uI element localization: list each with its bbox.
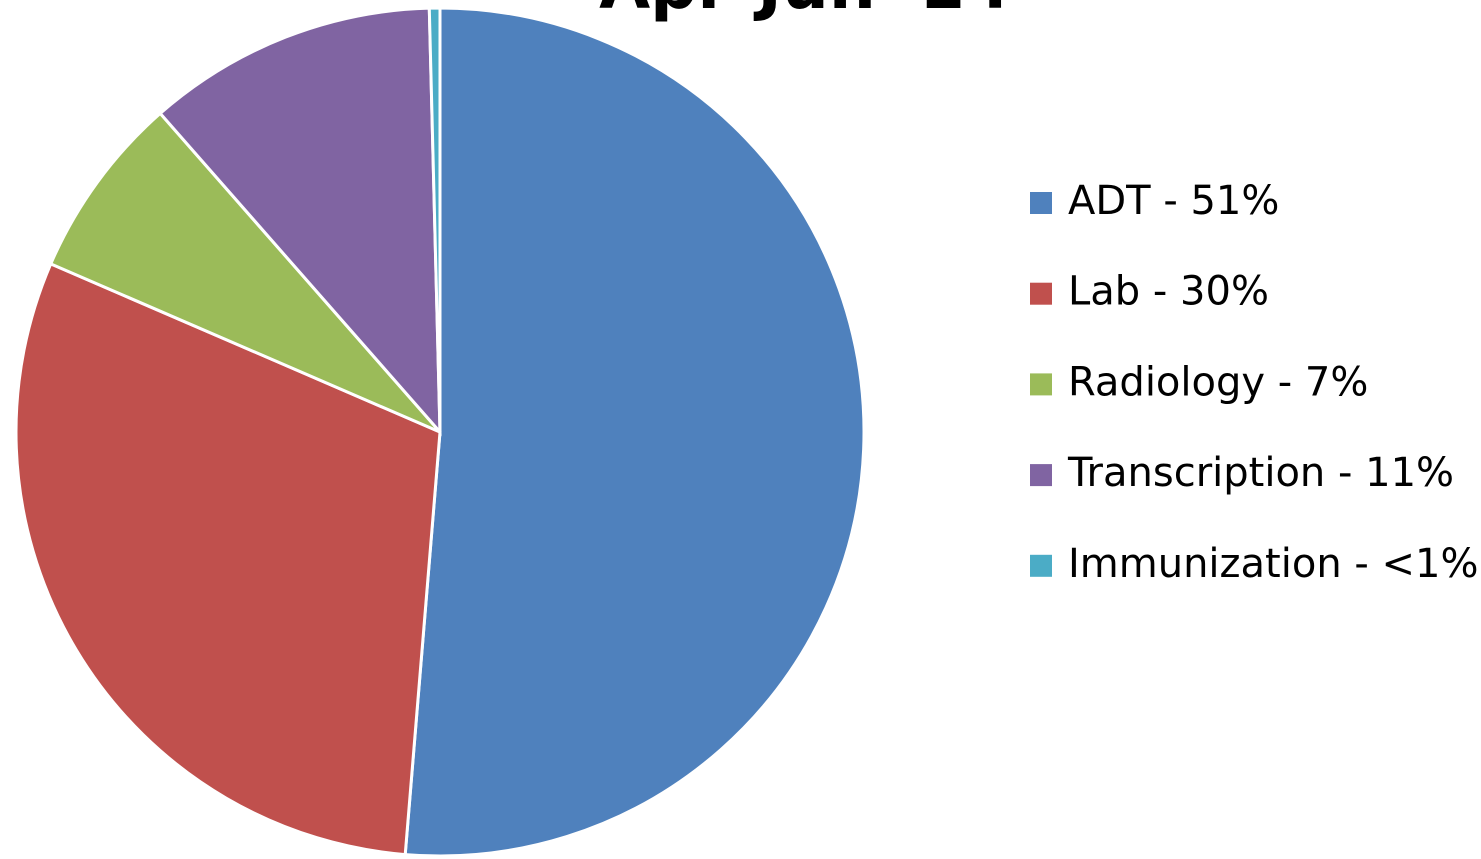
pie-slice bbox=[14, 261, 442, 857]
legend-label: ADT - 51% bbox=[1068, 178, 1279, 224]
chart-title: Apr-Jun '14 bbox=[599, 0, 1011, 24]
legend-swatch bbox=[1030, 554, 1052, 577]
pie-slice bbox=[427, 6, 442, 433]
pie-slice bbox=[158, 6, 442, 437]
legend-swatch bbox=[1030, 192, 1052, 214]
legend-swatch bbox=[1030, 373, 1052, 396]
legend-label: Lab - 30% bbox=[1068, 269, 1269, 315]
legend-swatch bbox=[1030, 464, 1052, 487]
legend-label: Transcription - 11% bbox=[1067, 450, 1454, 496]
pie-slice bbox=[403, 6, 866, 858]
legend-swatch bbox=[1030, 282, 1052, 305]
legend-label: Immunization - <1% bbox=[1068, 541, 1479, 587]
legend-label: Radiology - 7% bbox=[1068, 359, 1368, 405]
pie-slice bbox=[48, 111, 442, 434]
